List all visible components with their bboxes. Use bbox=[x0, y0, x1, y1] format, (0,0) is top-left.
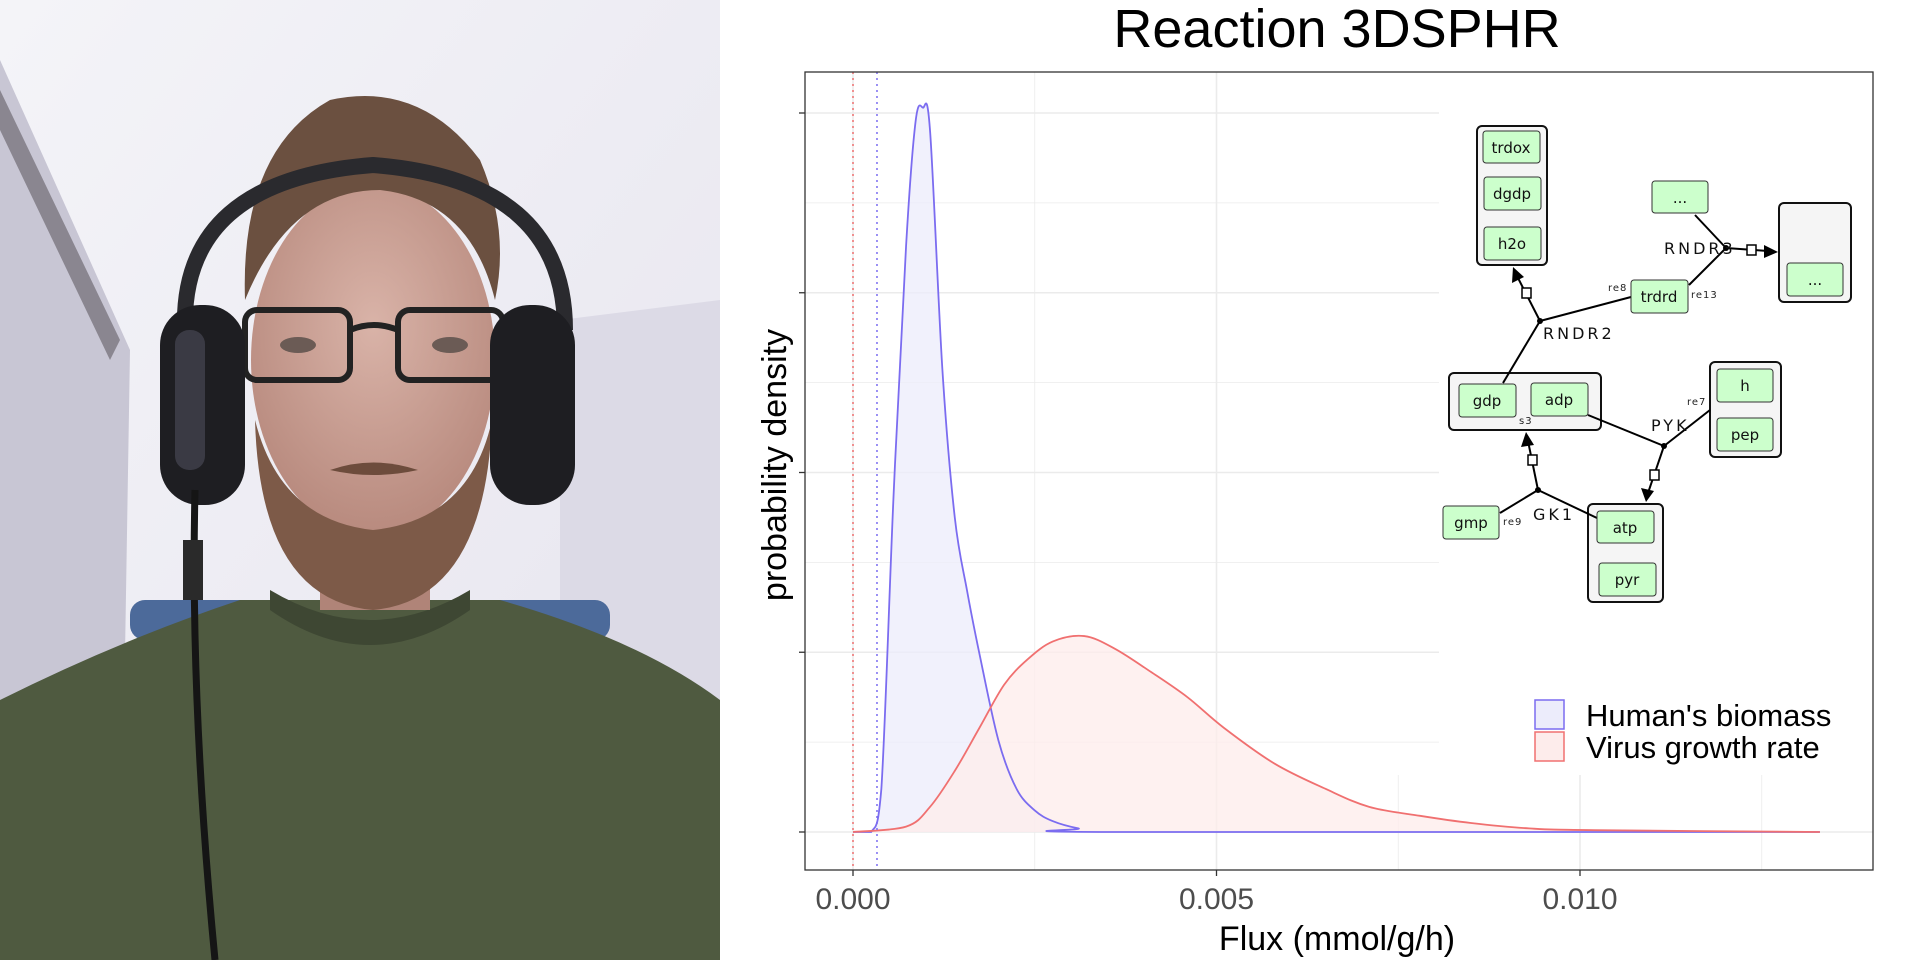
density-line-0 bbox=[852, 102, 1820, 833]
y-axis-label: probability density bbox=[756, 329, 794, 601]
svg-text:dgdp: dgdp bbox=[1493, 185, 1531, 203]
legend: Human's biomass Virus growth rate bbox=[1525, 690, 1865, 770]
svg-text:...: ... bbox=[1673, 189, 1687, 207]
species-pep: pep bbox=[1716, 417, 1774, 452]
svg-text:h2o: h2o bbox=[1498, 235, 1526, 253]
svg-text:gmp: gmp bbox=[1454, 514, 1488, 532]
svg-text:atp: atp bbox=[1613, 519, 1638, 537]
species-ellipsis-right: ... bbox=[1786, 262, 1844, 297]
plot-panel-border bbox=[804, 71, 1874, 871]
person-photo bbox=[0, 0, 720, 960]
annotation-s3: s3 bbox=[1519, 416, 1533, 427]
species-gmp: gmp bbox=[1442, 505, 1500, 540]
species-atp: atp bbox=[1596, 510, 1655, 544]
species-nodes: trdox dgdp h2o ... ... trdrd gdp adp h p… bbox=[1442, 130, 1844, 597]
y-axis-ticks bbox=[799, 112, 805, 833]
species-trdrd: trdrd bbox=[1630, 279, 1689, 314]
svg-text:pyr: pyr bbox=[1615, 571, 1640, 589]
plot-marks bbox=[852, 72, 1820, 870]
svg-text:...: ... bbox=[1808, 271, 1822, 289]
chart-title: Reaction 3DSPHR bbox=[1113, 0, 1560, 59]
reaction-label-rndr2: RNDR2 bbox=[1543, 324, 1615, 343]
x-axis-label: Flux (mmol/g/h) bbox=[1219, 920, 1455, 958]
species-h2o: h2o bbox=[1483, 226, 1542, 261]
svg-text:pep: pep bbox=[1731, 426, 1759, 444]
reaction-edges bbox=[1499, 214, 1778, 519]
density-area-1 bbox=[853, 635, 1820, 832]
x-tick-label: 0.005 bbox=[1179, 883, 1254, 916]
species-pyr: pyr bbox=[1598, 562, 1657, 597]
annotation-re8: re8 bbox=[1608, 283, 1627, 294]
species-trdox: trdox bbox=[1482, 130, 1541, 164]
legend-label-human: Human's biomass bbox=[1586, 698, 1831, 733]
reaction-label-pyk: PYK bbox=[1651, 416, 1690, 435]
density-area-0 bbox=[853, 103, 1820, 832]
species-h: h bbox=[1716, 368, 1774, 403]
svg-text:gdp: gdp bbox=[1473, 392, 1502, 410]
density-line-1 bbox=[852, 634, 1820, 833]
svg-text:h: h bbox=[1740, 377, 1750, 395]
pathway-diagram: trdox dgdp h2o ... ... trdrd gdp adp h p… bbox=[1395, 73, 1871, 775]
reaction-label-gk1: GK1 bbox=[1533, 505, 1575, 524]
svg-text:adp: adp bbox=[1545, 391, 1573, 409]
x-tick-label: 0.000 bbox=[815, 883, 890, 916]
legend-swatch-human bbox=[1534, 699, 1565, 730]
species-gdp: gdp bbox=[1458, 383, 1517, 418]
svg-text:trdrd: trdrd bbox=[1641, 288, 1678, 306]
species-ellipsis-top: ... bbox=[1651, 180, 1709, 214]
annotation-re7: re7 bbox=[1687, 397, 1706, 408]
species-adp: adp bbox=[1530, 382, 1589, 417]
svg-text:trdox: trdox bbox=[1492, 139, 1531, 157]
annotation-re13: re13 bbox=[1691, 290, 1718, 301]
legend-label-virus: Virus growth rate bbox=[1586, 730, 1820, 765]
legend-swatch-virus bbox=[1534, 731, 1565, 762]
x-tick-label: 0.010 bbox=[1542, 883, 1617, 916]
annotation-re9: re9 bbox=[1503, 517, 1522, 528]
reaction-label-rndr3: RNDR3 bbox=[1664, 239, 1736, 258]
x-axis-ticks: 0.000 0.005 0.010 bbox=[815, 870, 1618, 916]
species-dgdp: dgdp bbox=[1483, 176, 1542, 211]
